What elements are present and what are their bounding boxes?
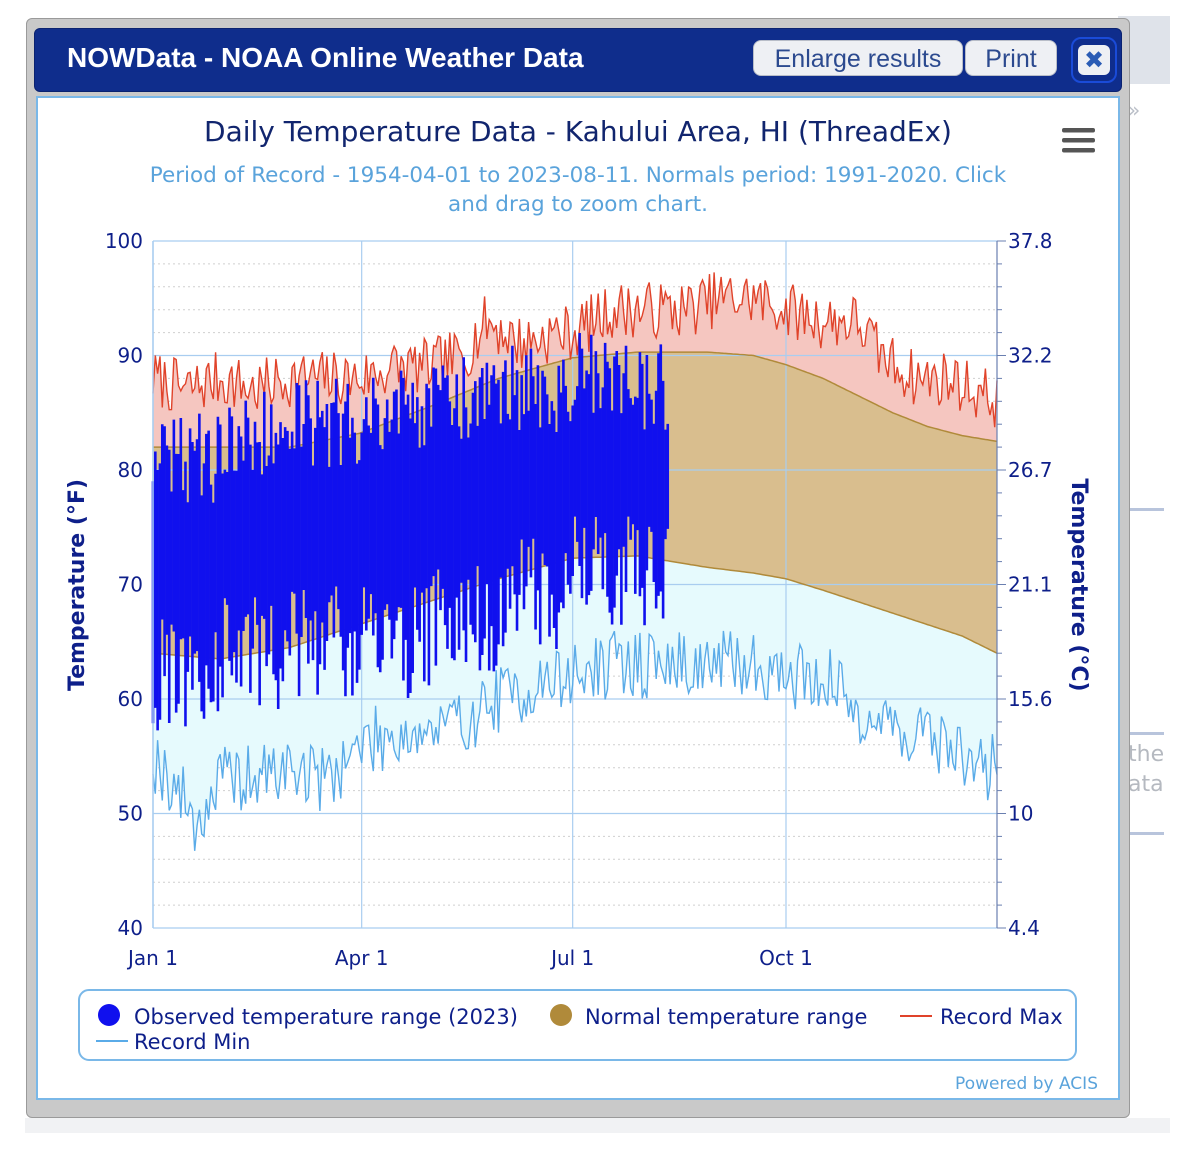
- y-tick-label-left: 90: [118, 344, 143, 368]
- dialog-title: NOWData - NOAA Online Weather Data: [67, 42, 584, 73]
- dialog-titlebar[interactable]: NOWData - NOAA Online Weather Data Enlar…: [34, 28, 1122, 92]
- y-axis-title-left: Temperature (°F): [65, 479, 90, 691]
- x-tick-label: Apr 1: [335, 946, 389, 970]
- record-min-line: [152, 630, 998, 851]
- legend-box: [78, 989, 1077, 1061]
- y-tick-label-left: 50: [118, 802, 143, 826]
- legend-marker-normal: [550, 1004, 572, 1026]
- y-tick-label-right: 26.7: [1008, 458, 1053, 482]
- powered-by-credit[interactable]: Powered by ACIS: [955, 1074, 1098, 1094]
- x-tick-label: Jul 1: [549, 946, 594, 970]
- normal-max-line: [153, 351, 998, 448]
- background-text: the: [1128, 742, 1165, 767]
- background-footer: [25, 1118, 1170, 1133]
- y-tick-label-right: 15.6: [1008, 687, 1053, 711]
- legend-marker-observed: [98, 1004, 120, 1026]
- close-button[interactable]: ✖: [1071, 37, 1117, 83]
- legend-label-record-min[interactable]: Record Min: [134, 1030, 251, 1054]
- normal-min-line: [152, 555, 998, 660]
- x-tick-label: Jan 1: [126, 946, 178, 970]
- print-button[interactable]: Print: [965, 40, 1057, 76]
- y-axis-title-right: Temperature (°C): [1066, 478, 1091, 691]
- x-tick-label: Oct 1: [759, 946, 813, 970]
- background-divider: [1130, 732, 1164, 735]
- legend-label-record-max[interactable]: Record Max: [940, 1005, 1063, 1029]
- legend-label-observed[interactable]: Observed temperature range (2023): [134, 1005, 518, 1029]
- background-divider: [1130, 832, 1164, 835]
- legend-label-normal[interactable]: Normal temperature range: [585, 1005, 867, 1029]
- chart-title: Daily Temperature Data - Kahului Area, H…: [204, 115, 952, 148]
- y-tick-label-right: 37.8: [1008, 229, 1053, 253]
- y-tick-label-left: 80: [118, 458, 143, 482]
- record-max-line: [152, 272, 998, 428]
- background-chevron: »: [1128, 98, 1141, 122]
- y-tick-label-left: 40: [118, 916, 143, 940]
- y-tick-label-right: 21.1: [1008, 573, 1053, 597]
- y-tick-label-right: 32.2: [1008, 344, 1053, 368]
- y-tick-label-right: 10: [1008, 802, 1033, 826]
- chart-subtitle: Period of Record - 1954-04-01 to 2023-08…: [150, 163, 1007, 188]
- enlarge-results-button[interactable]: Enlarge results: [753, 40, 963, 76]
- y-tick-label-left: 70: [118, 573, 143, 597]
- chart-subtitle: and drag to zoom chart.: [448, 192, 708, 217]
- context-menu-icon[interactable]: [1062, 128, 1095, 153]
- close-icon: ✖: [1078, 45, 1110, 75]
- y-tick-label-left: 60: [118, 687, 143, 711]
- y-tick-label-right: 4.4: [1008, 916, 1040, 940]
- background-text: ata: [1128, 772, 1164, 797]
- y-tick-label-left: 100: [105, 229, 143, 253]
- background-divider: [1130, 508, 1164, 511]
